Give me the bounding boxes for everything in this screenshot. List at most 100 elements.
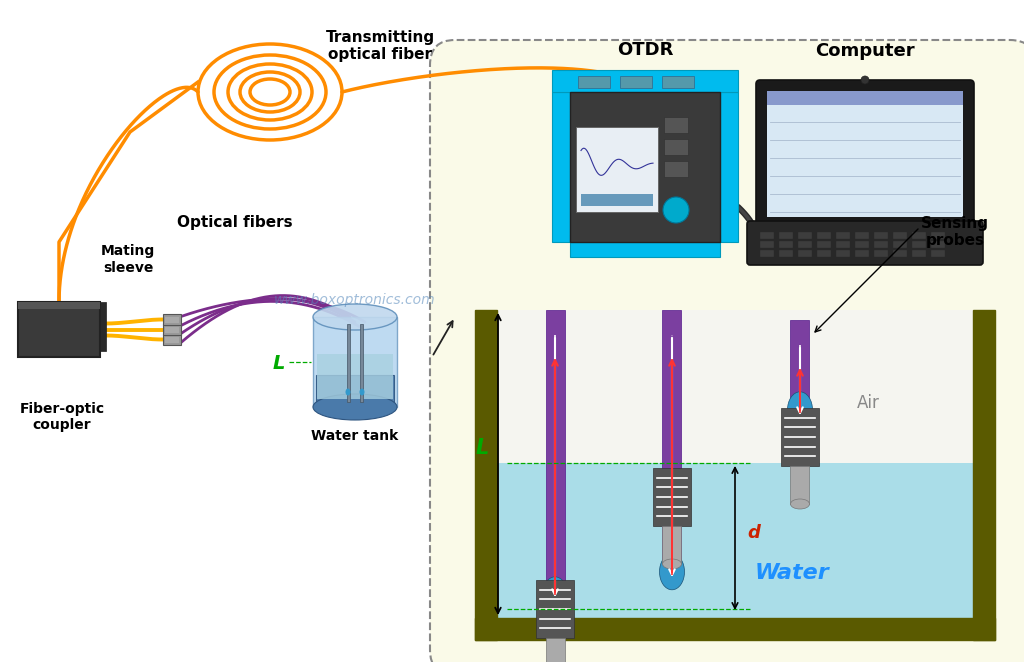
Bar <box>163 314 181 325</box>
FancyBboxPatch shape <box>430 40 1024 662</box>
Text: Air: Air <box>857 394 880 412</box>
Text: d: d <box>746 524 760 542</box>
Bar <box>653 468 691 526</box>
Text: Fiber-optic
coupler: Fiber-optic coupler <box>19 402 104 432</box>
Text: L: L <box>476 438 489 458</box>
Bar <box>546 638 564 662</box>
Ellipse shape <box>791 499 810 509</box>
Bar <box>497 463 973 618</box>
Bar <box>536 580 574 638</box>
Text: Water tank: Water tank <box>311 429 398 443</box>
Text: Computer: Computer <box>815 42 914 60</box>
Bar <box>664 117 688 133</box>
Bar <box>893 232 907 239</box>
Bar <box>798 250 812 257</box>
Bar <box>874 232 888 239</box>
Bar <box>798 241 812 248</box>
Bar <box>664 161 688 177</box>
Ellipse shape <box>313 394 397 420</box>
Bar <box>767 91 963 105</box>
Ellipse shape <box>345 389 350 395</box>
Bar <box>874 241 888 248</box>
Bar <box>497 310 973 463</box>
Bar <box>912 232 926 239</box>
Ellipse shape <box>787 392 812 428</box>
Bar <box>552 70 738 92</box>
Bar <box>798 232 812 239</box>
Bar <box>931 232 945 239</box>
Bar <box>912 241 926 248</box>
Bar <box>664 139 688 155</box>
Bar <box>779 241 793 248</box>
Bar <box>931 250 945 257</box>
Bar <box>18 302 100 309</box>
Ellipse shape <box>543 577 567 613</box>
Bar <box>760 232 774 239</box>
Bar <box>781 408 819 466</box>
Bar <box>475 310 497 640</box>
Ellipse shape <box>359 389 365 395</box>
Bar <box>791 466 810 504</box>
Bar <box>973 310 995 640</box>
Bar <box>817 232 831 239</box>
Bar <box>663 526 682 564</box>
Bar <box>620 76 652 88</box>
Bar <box>893 250 907 257</box>
Ellipse shape <box>659 554 684 590</box>
Bar <box>720 92 738 242</box>
Bar <box>581 194 653 206</box>
Ellipse shape <box>313 304 397 330</box>
Bar <box>360 324 364 402</box>
Text: OTDR: OTDR <box>616 41 673 59</box>
Bar <box>855 232 869 239</box>
Circle shape <box>663 197 689 223</box>
Bar <box>575 127 658 212</box>
Bar <box>546 310 564 585</box>
Text: Sensing
probes: Sensing probes <box>921 216 989 248</box>
Bar <box>779 250 793 257</box>
Bar <box>836 250 850 257</box>
Bar <box>313 317 397 407</box>
Bar <box>570 92 720 242</box>
FancyBboxPatch shape <box>756 80 974 228</box>
Bar <box>100 302 106 351</box>
Bar <box>912 250 926 257</box>
Bar <box>163 334 181 345</box>
Bar <box>165 316 179 322</box>
Bar <box>836 232 850 239</box>
Bar <box>855 250 869 257</box>
Bar <box>767 91 963 217</box>
Bar <box>346 324 349 402</box>
Bar <box>760 250 774 257</box>
Bar <box>552 92 570 242</box>
Bar <box>165 336 179 342</box>
FancyBboxPatch shape <box>746 221 983 265</box>
Bar <box>836 241 850 248</box>
Bar <box>791 320 810 400</box>
Bar <box>779 232 793 239</box>
Bar <box>316 375 394 407</box>
Text: L: L <box>273 354 286 373</box>
Bar <box>163 324 181 335</box>
Bar <box>855 241 869 248</box>
Text: Water: Water <box>755 563 829 583</box>
Bar <box>475 618 995 640</box>
Bar <box>760 241 774 248</box>
Bar <box>18 302 100 357</box>
Ellipse shape <box>663 559 682 569</box>
Bar <box>317 354 393 399</box>
Bar <box>817 250 831 257</box>
Text: Optical fibers: Optical fibers <box>177 215 293 230</box>
Circle shape <box>861 76 869 84</box>
Bar <box>874 250 888 257</box>
Bar <box>817 241 831 248</box>
Bar <box>931 241 945 248</box>
Text: Mating
sleeve: Mating sleeve <box>101 244 155 275</box>
Bar <box>662 76 694 88</box>
Bar <box>578 76 610 88</box>
Bar <box>570 235 720 257</box>
Bar <box>893 241 907 248</box>
Bar <box>165 326 179 332</box>
Text: www.boxoptronics.com: www.boxoptronics.com <box>274 293 436 307</box>
Bar <box>663 310 682 562</box>
